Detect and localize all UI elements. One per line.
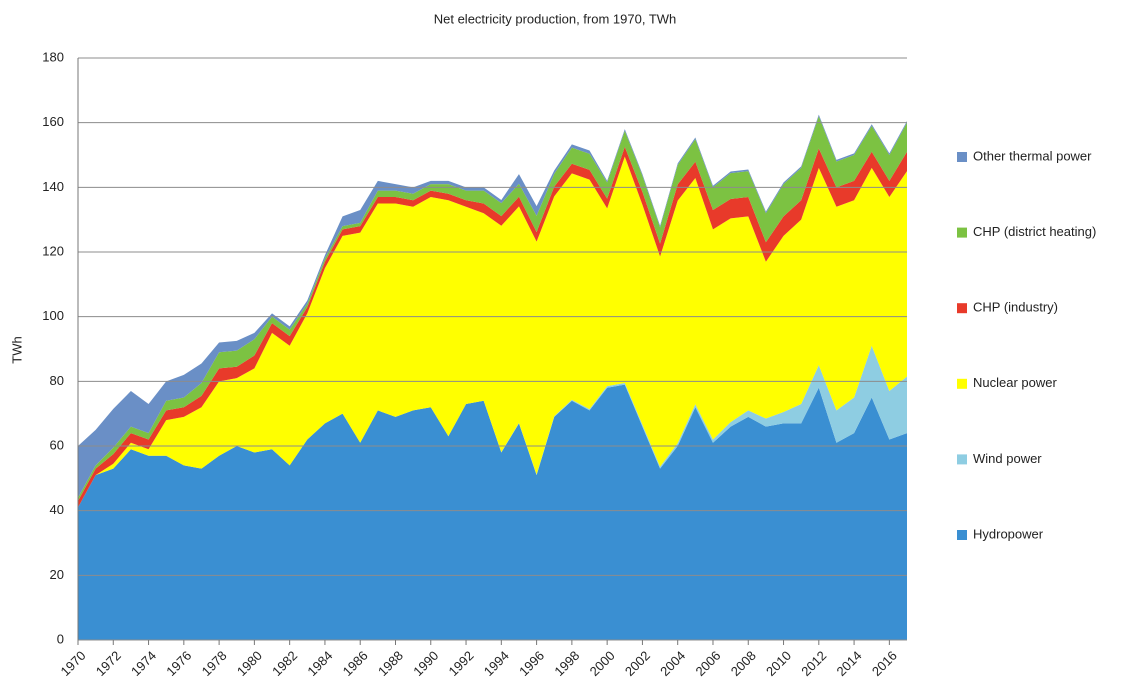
legend: Hydropower Wind power Nuclear power CHP (in… <box>957 148 1096 541</box>
legend-label: Nuclear power <box>973 375 1057 390</box>
x-tick-label: 2000 <box>587 648 618 679</box>
area <box>78 384 907 640</box>
x-tick-label: 2002 <box>622 648 653 679</box>
y-tick-label: 120 <box>42 243 64 258</box>
legend-label: CHP (district heating) <box>973 224 1096 239</box>
legend-swatch <box>957 303 967 314</box>
y-tick-label: 0 <box>57 631 64 646</box>
y-tick-label: 180 <box>42 49 64 64</box>
x-tick-label: 1972 <box>93 648 124 679</box>
x-tick-label: 2004 <box>657 648 688 679</box>
x-tick-label: 2010 <box>763 648 794 679</box>
x-tick-label: 1978 <box>199 648 230 679</box>
x-tick-label: 2012 <box>798 648 829 679</box>
area <box>78 156 907 508</box>
area <box>78 146 907 508</box>
x-tick-label: 1986 <box>340 648 371 679</box>
x-tick-label: 1970 <box>57 648 88 679</box>
y-tick-label: 160 <box>42 114 64 129</box>
legend-swatch <box>957 454 967 465</box>
y-tick-label: 20 <box>50 567 64 582</box>
legend-label: Other thermal power <box>973 148 1092 163</box>
x-tick-label: 2014 <box>834 648 865 679</box>
area <box>78 345 907 508</box>
plot-area <box>78 114 907 640</box>
legend-swatch <box>957 152 967 162</box>
y-axis-label: TWh <box>9 336 24 363</box>
legend-swatch <box>957 378 967 389</box>
chart-title: Net electricity production, from 1970, T… <box>434 11 677 26</box>
x-tick-label: 1988 <box>375 648 406 679</box>
x-tick-label: 2008 <box>728 648 759 679</box>
y-tick-label: 140 <box>42 179 64 194</box>
x-tick-label: 2016 <box>869 648 900 679</box>
legend-swatch <box>957 227 967 238</box>
x-tick-label: 1994 <box>481 648 512 679</box>
x-tick-label: 1990 <box>410 648 441 679</box>
x-tick-label: 1980 <box>234 648 265 679</box>
area <box>78 116 907 501</box>
x-tick-label: 1974 <box>128 648 159 679</box>
x-tick-label: 1982 <box>269 648 300 679</box>
y-tick-label: 80 <box>50 373 64 388</box>
x-tick-label: 1998 <box>551 648 582 679</box>
x-tick-label: 1992 <box>446 648 477 679</box>
y-tick-label: 100 <box>42 308 64 323</box>
legend-label: CHP (industry) <box>973 300 1058 315</box>
x-tick-label: 2006 <box>692 648 723 679</box>
x-tick-label: 1984 <box>304 648 335 679</box>
x-tick-label: 1996 <box>516 648 547 679</box>
legend-label: Hydropower <box>973 526 1044 541</box>
y-tick-label: 40 <box>50 502 64 517</box>
legend-swatch <box>957 530 967 540</box>
legend-label: Wind power <box>973 451 1042 466</box>
x-tick-label: 1976 <box>163 648 194 679</box>
y-tick-label: 60 <box>50 437 64 452</box>
